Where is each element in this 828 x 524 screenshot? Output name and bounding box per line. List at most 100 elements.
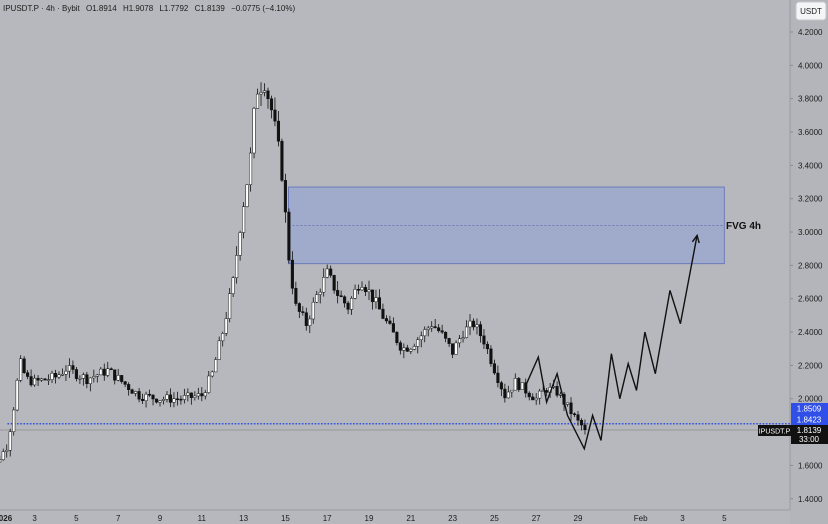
candle-body (287, 211, 291, 261)
change-value: −0.0775 (−4.10%) (231, 4, 295, 13)
y-tick-label: 3.8000 (798, 95, 823, 104)
candle-body (57, 374, 61, 378)
candle-body (506, 391, 510, 399)
candle-body (78, 378, 82, 380)
candle-body (60, 373, 65, 376)
candle-body (182, 395, 186, 400)
x-tick-label: 21 (406, 514, 415, 523)
candle-body (273, 109, 277, 122)
candle-body (8, 431, 12, 451)
candle-body (433, 326, 437, 328)
candle-body (95, 374, 99, 377)
candle-body (33, 377, 37, 386)
candle-body (527, 392, 531, 398)
candle-body (71, 365, 75, 370)
y-tick-label: 3.0000 (798, 228, 823, 237)
candle-body (489, 348, 493, 364)
candle-body (566, 402, 570, 405)
candle-body (377, 297, 381, 310)
candle-body (416, 339, 420, 347)
candle-body (311, 301, 315, 320)
candle-body (88, 377, 92, 385)
candle-body (269, 98, 274, 111)
current-price-tag: 1.8139 33:00 (791, 425, 828, 444)
candle-body (304, 312, 308, 326)
candle-body (569, 402, 573, 415)
candle-body (99, 368, 103, 376)
x-tick-label: 27 (532, 514, 541, 523)
candle-body (116, 375, 120, 381)
candle-body (200, 393, 204, 397)
candles-layer (0, 82, 587, 463)
candle-body (572, 413, 577, 416)
candle-body (471, 320, 476, 328)
candle-body (318, 291, 322, 295)
candle-body (22, 358, 26, 373)
projection-path (525, 235, 698, 451)
candle-body (46, 379, 51, 381)
candle-body (391, 323, 395, 333)
x-tick-label: 9 (158, 514, 163, 523)
candle-body (26, 372, 30, 377)
candle-body (485, 343, 489, 350)
candle-body (235, 255, 239, 279)
candle-body (350, 298, 354, 310)
candle-body (262, 90, 267, 93)
candle-body (127, 384, 131, 391)
currency-button[interactable]: USDT (795, 1, 827, 21)
candle-body (172, 398, 176, 403)
candle-body (245, 184, 249, 207)
candle-body (67, 365, 71, 372)
candle-body (583, 424, 587, 431)
candle-body (290, 259, 294, 289)
candle-body (294, 288, 298, 304)
candle-body (64, 370, 68, 375)
candle-body (266, 90, 270, 99)
candle-body (308, 318, 312, 326)
candle-body (454, 342, 458, 355)
candle-body (339, 295, 343, 297)
candle-body (332, 275, 336, 291)
candle-body (531, 396, 535, 401)
candle-body (315, 294, 319, 303)
candle-body (186, 392, 190, 396)
candle-body (475, 324, 479, 328)
candle-body (336, 290, 340, 296)
candle-body (161, 399, 166, 401)
candle-body (579, 420, 584, 426)
candle-body (43, 378, 47, 381)
svg-text:IPUSDT.P: IPUSDT.P (759, 429, 791, 436)
candle-body (141, 398, 145, 401)
price-tag-level-b: 1.8423 (791, 414, 828, 425)
candle-body (158, 400, 162, 403)
close-value: C1.8139 (195, 4, 226, 13)
candle-body (353, 289, 357, 299)
candle-body (363, 287, 368, 293)
candle-body (193, 395, 197, 398)
open-value: O1.8914 (86, 4, 117, 13)
candle-body (322, 277, 326, 293)
candle-body (53, 373, 58, 378)
bar-countdown: 33:00 (799, 435, 820, 444)
candle-body (120, 375, 124, 382)
low-value: L1.7792 (159, 4, 188, 13)
candle-body (102, 368, 106, 376)
candle-body (357, 289, 361, 291)
y-tick-label: 3.2000 (798, 195, 823, 204)
fvg-zone-layer (288, 186, 725, 265)
candle-body (503, 388, 507, 399)
candle-body (154, 398, 159, 403)
candle-body (5, 449, 9, 452)
y-tick-label: 2.0000 (798, 395, 823, 404)
candle-body (419, 335, 423, 340)
fvg-label: FVG 4h (726, 221, 761, 232)
candle-body (440, 330, 444, 333)
candle-body (398, 342, 402, 351)
svg-text:1.8509: 1.8509 (797, 405, 822, 414)
candle-body (252, 107, 256, 154)
candle-body (423, 329, 427, 337)
svg-text:IPUSDT.P · 4h · Bybit O1: IPUSDT.P · 4h · Bybit O1.8914 H1.9078 L1… (3, 4, 295, 13)
x-tick-label: 13 (239, 514, 248, 523)
